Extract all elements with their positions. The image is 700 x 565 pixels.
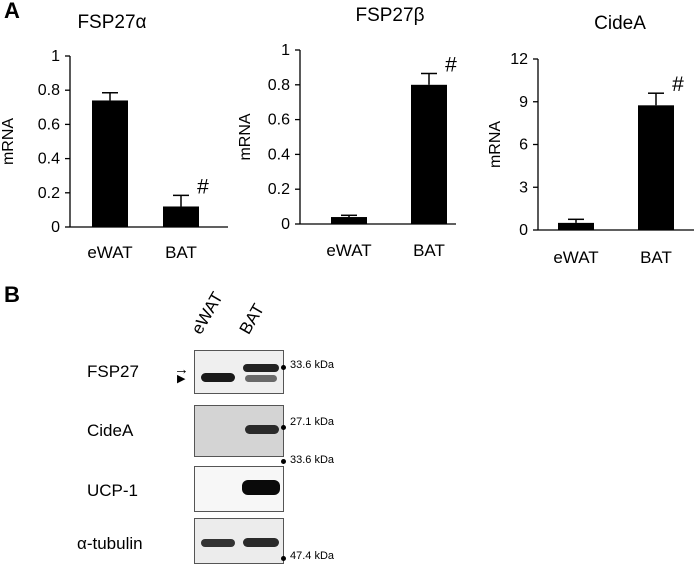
- chart1-bar-bat: [163, 206, 199, 227]
- chart2-category-label: BAT: [413, 241, 445, 260]
- marker-cidea: 27.1 kDa: [290, 416, 335, 428]
- chart3-ylabel: mRNA: [487, 121, 504, 168]
- blot-alpha-tubulin: [194, 518, 284, 564]
- chart3-ytick-label: 12: [510, 51, 528, 68]
- chart1-ytick-label: 0.4: [38, 151, 60, 168]
- chart1-ytick-label: 0.8: [38, 82, 60, 99]
- chart1-category-label: BAT: [165, 243, 197, 262]
- chart2-ytick-label: 0: [281, 216, 290, 233]
- chart2-title: FSP27β: [355, 5, 424, 26]
- chart2-ylabel: mRNA: [237, 113, 254, 160]
- marker-ucp1: 33.6 kDa: [290, 454, 335, 466]
- marker-dot-ucp1: [281, 459, 286, 464]
- blot-label-cidea: CideA: [87, 421, 134, 440]
- band-tubulin-ewat: [201, 539, 235, 547]
- chart2-category-label: eWAT: [326, 241, 371, 260]
- bar-charts-panel: FSP27α mRNA 0 0.2 0.4 0.6 0.8 1 eWAT BAT # FSP27β mR…: [0, 5, 694, 267]
- chart1-significance-mark: #: [197, 175, 209, 198]
- panel-letter-b: B: [4, 282, 20, 307]
- chart3-ytick-label: 9: [519, 94, 528, 111]
- chart2-bar-ewat: [331, 217, 367, 224]
- band-fsp27-bat-lower: [245, 375, 277, 382]
- chart1-title: FSP27α: [77, 12, 146, 33]
- chart3-title: CideA: [594, 13, 646, 34]
- blot-label-fsp27: FSP27: [87, 362, 139, 381]
- chart2-bar-bat: [411, 84, 447, 224]
- arrowhead-icon: ▶: [177, 373, 186, 385]
- marker-dot-cidea: [281, 425, 286, 430]
- panel-letter-a: A: [4, 0, 20, 23]
- chart3-significance-mark: #: [672, 73, 684, 96]
- chart1-ytick-label: 1: [51, 48, 60, 65]
- arrow-icon: →: [174, 361, 189, 378]
- chart1-ytick-label: 0.6: [38, 116, 60, 133]
- chart3-ytick-label: 0: [519, 222, 528, 239]
- chart2-ytick-label: 0.4: [268, 146, 290, 163]
- marker-tubulin: 47.4 kDa: [290, 550, 335, 562]
- blot-fsp27: [194, 350, 284, 394]
- lane-label-bat: BAT: [235, 300, 269, 338]
- band-cidea-bat: [245, 425, 279, 434]
- band-ucp1-bat: [242, 480, 280, 495]
- blot-label-alpha-tubulin: α-tubulin: [77, 534, 143, 553]
- chart1-ylabel: mRNA: [0, 118, 17, 165]
- chart1-category-label: eWAT: [87, 243, 132, 262]
- band-fsp27-bat-upper: [243, 364, 279, 372]
- chart2-ytick-label: 0.8: [268, 77, 290, 94]
- band-fsp27-ewat: [201, 373, 235, 382]
- chart3-ytick-label: 6: [519, 137, 528, 154]
- chart3-bar-ewat: [558, 222, 594, 230]
- blot-cidea: [194, 405, 284, 457]
- chart3-category-label: eWAT: [553, 248, 598, 267]
- chart3-ytick-label: 3: [519, 179, 528, 196]
- marker-fsp27: 33.6 kDa: [290, 359, 335, 371]
- chart3-category-label: BAT: [640, 248, 672, 267]
- chart2-significance-mark: #: [445, 53, 457, 76]
- marker-dot-tubulin: [281, 556, 286, 561]
- blot-ucp1: [194, 466, 284, 512]
- chart3-bar-bat: [638, 105, 674, 230]
- chart2-ytick-label: 0.2: [268, 181, 290, 198]
- chart2-ytick-label: 1: [281, 42, 290, 59]
- chart1-ytick-label: 0: [51, 219, 60, 236]
- chart2-ytick-label: 0.6: [268, 112, 290, 129]
- chart1-bar-ewat: [92, 100, 128, 227]
- blot-label-ucp1: UCP-1: [87, 481, 139, 500]
- band-tubulin-bat: [243, 538, 279, 547]
- chart1-ytick-label: 0.2: [38, 185, 60, 202]
- marker-dot-fsp27: [281, 365, 286, 370]
